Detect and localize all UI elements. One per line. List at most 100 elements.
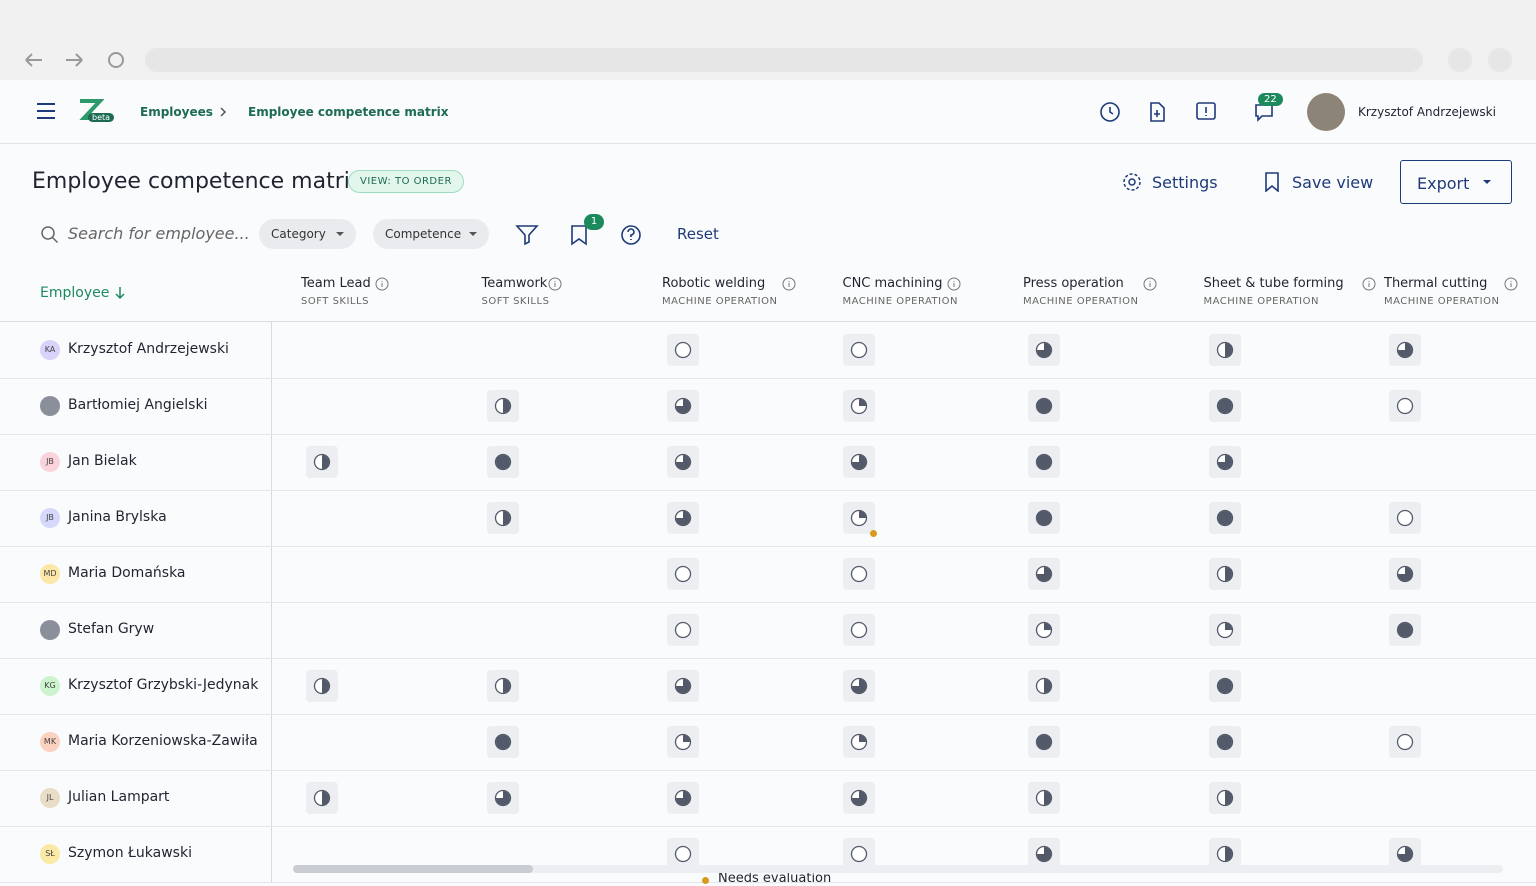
header-icons[interactable] — [1098, 100, 1288, 124]
competence-level[interactable] — [842, 782, 875, 814]
competence-level[interactable] — [842, 670, 875, 702]
competence-level[interactable] — [486, 782, 519, 814]
column-group: MACHINE OPERATION — [842, 296, 958, 307]
user-avatar[interactable] — [1307, 93, 1345, 131]
competence-level[interactable] — [1028, 502, 1060, 534]
menu-icon[interactable] — [36, 102, 56, 120]
table-row — [0, 658, 1536, 715]
competence-level[interactable] — [1208, 446, 1241, 478]
employee-column-header[interactable]: Employee — [40, 285, 110, 301]
competence-level[interactable] — [1208, 502, 1241, 534]
competence-level[interactable] — [842, 390, 875, 422]
employee-name: Jan Bielak — [68, 453, 137, 469]
bookmark-icon[interactable] — [1264, 172, 1280, 192]
competence-level[interactable] — [667, 334, 699, 366]
search-input[interactable]: Search for employee... — [68, 224, 250, 243]
competence-level[interactable] — [842, 502, 875, 534]
competence-level[interactable] — [306, 782, 338, 814]
info-icon[interactable] — [782, 277, 796, 291]
competence-level[interactable] — [1389, 502, 1421, 534]
competence-level[interactable] — [1208, 726, 1241, 758]
competence-level[interactable] — [1028, 334, 1060, 366]
competence-level[interactable] — [667, 446, 699, 478]
browser-button[interactable] — [1488, 48, 1512, 72]
competence-level[interactable] — [1208, 782, 1241, 814]
category-filter[interactable]: Category — [259, 219, 356, 249]
competence-level[interactable] — [1028, 670, 1060, 702]
column-name: Robotic welding — [662, 276, 766, 291]
reset-button[interactable]: Reset — [677, 225, 719, 243]
competence-level[interactable] — [1389, 614, 1421, 646]
search-icon — [41, 226, 59, 244]
info-icon[interactable] — [1362, 277, 1376, 291]
competence-level[interactable] — [1028, 446, 1060, 478]
competence-level[interactable] — [1028, 558, 1060, 590]
info-icon[interactable] — [947, 277, 961, 291]
competence-level[interactable] — [1028, 782, 1060, 814]
notification-badge: 22 — [1258, 93, 1283, 106]
competence-level[interactable] — [842, 726, 875, 758]
competence-level[interactable] — [1208, 614, 1241, 646]
competence-level[interactable] — [842, 446, 875, 478]
info-icon[interactable] — [548, 277, 562, 291]
settings-icon[interactable] — [1122, 172, 1142, 192]
column-group: SOFT SKILLS — [301, 296, 369, 307]
competence-level[interactable] — [842, 334, 875, 366]
competence-level[interactable] — [667, 614, 699, 646]
save-view-button[interactable]: Save view — [1292, 173, 1374, 192]
competence-level[interactable] — [1028, 390, 1060, 422]
competence-level[interactable] — [306, 446, 338, 478]
competence-level[interactable] — [1389, 558, 1421, 590]
competence-level[interactable] — [1389, 390, 1421, 422]
info-icon[interactable] — [1504, 277, 1518, 291]
breadcrumb-link[interactable]: Employees — [140, 105, 213, 119]
info-icon[interactable] — [375, 277, 389, 291]
page-title: Employee competence matrix — [32, 169, 363, 194]
competence-level[interactable] — [842, 614, 875, 646]
competence-level[interactable] — [667, 502, 699, 534]
employee-name: Julian Lampart — [68, 789, 170, 805]
competence-level[interactable] — [1208, 558, 1241, 590]
competence-level[interactable] — [486, 390, 519, 422]
browser-button[interactable] — [1448, 48, 1472, 72]
competence-level[interactable] — [486, 446, 519, 478]
filter-icons[interactable] — [515, 223, 645, 247]
user-name[interactable]: Krzysztof Andrzejewski — [1358, 105, 1496, 119]
export-button[interactable]: Export — [1400, 160, 1512, 204]
competence-level[interactable] — [842, 838, 875, 870]
competence-level[interactable] — [667, 670, 699, 702]
competence-level[interactable] — [1028, 614, 1060, 646]
competence-level[interactable] — [667, 838, 699, 870]
competence-level[interactable] — [1389, 838, 1421, 870]
column-group: MACHINE OPERATION — [1023, 296, 1139, 307]
competence-level[interactable] — [486, 726, 519, 758]
competence-level[interactable] — [667, 558, 699, 590]
info-icon[interactable] — [1143, 277, 1157, 291]
competence-level[interactable] — [1028, 726, 1060, 758]
url-bar[interactable] — [145, 48, 1423, 72]
competence-level[interactable] — [1208, 390, 1241, 422]
competence-level[interactable] — [306, 670, 338, 702]
nav-buttons[interactable] — [22, 48, 132, 72]
header-divider — [0, 321, 1536, 322]
competence-level[interactable] — [1208, 670, 1241, 702]
competence-level[interactable] — [667, 390, 699, 422]
scrollbar-thumb[interactable] — [293, 865, 533, 873]
competence-level[interactable] — [486, 502, 519, 534]
competence-level[interactable] — [1389, 334, 1421, 366]
competence-level[interactable] — [1389, 726, 1421, 758]
competence-level[interactable] — [1208, 334, 1241, 366]
needs-evaluation-legend-dot — [702, 877, 709, 884]
competence-level[interactable] — [486, 670, 519, 702]
competence-filter[interactable]: Competence — [373, 219, 489, 249]
scrollbar-track[interactable] — [293, 865, 1503, 873]
competence-level[interactable] — [667, 782, 699, 814]
sort-icon[interactable] — [114, 286, 126, 300]
competence-level[interactable] — [1208, 838, 1241, 870]
competence-level[interactable] — [667, 726, 699, 758]
settings-button[interactable]: Settings — [1152, 173, 1218, 192]
competence-level[interactable] — [1028, 838, 1060, 870]
competence-label: Competence — [385, 227, 462, 241]
competence-level[interactable] — [842, 558, 875, 590]
